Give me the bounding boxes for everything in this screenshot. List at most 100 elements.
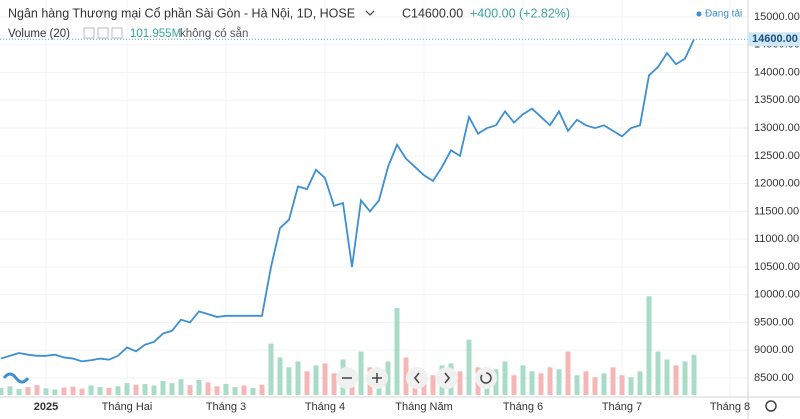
volume-bar: [277, 357, 283, 395]
x-tick-label: 2025: [34, 401, 58, 413]
reset-button[interactable]: [475, 367, 497, 389]
volume-bar: [655, 351, 661, 395]
volume-bar: [466, 339, 472, 395]
volume-bar: [142, 383, 148, 395]
settings-button[interactable]: [765, 400, 777, 412]
icon: [444, 372, 450, 384]
volume-note: không có sẵn: [180, 27, 248, 40]
x-tick-label: Tháng 6: [503, 401, 543, 413]
volume-bar: [187, 385, 193, 395]
volume-bar: [214, 386, 220, 395]
icon[interactable]: [111, 27, 123, 39]
volume-bar: [25, 387, 31, 395]
y-tick-label: 15000.00: [754, 11, 800, 23]
volume-bar: [592, 377, 598, 395]
x-tick-label: Tháng 7: [602, 401, 642, 413]
volume-bar: [70, 386, 76, 395]
y-tick-label: 12500.00: [754, 150, 800, 162]
logo[interactable]: [2, 372, 30, 384]
x-tick-label: Tháng 8: [710, 401, 750, 413]
chart-title: Ngân hàng Thương mại Cổ phần Sài Gòn - H…: [8, 6, 355, 20]
volume-bar: [79, 388, 85, 395]
y-tick-label: 8500.00: [754, 372, 794, 384]
scroll-right-button[interactable]: [436, 367, 458, 389]
y-tick-label: 12000.00: [754, 178, 800, 190]
volume-bar: [394, 308, 400, 395]
volume-bar: [88, 385, 94, 395]
volume-bar: [358, 351, 364, 395]
volume-bar: [322, 363, 328, 395]
volume-bar: [52, 389, 58, 395]
volume-bar: [268, 343, 274, 395]
x-tick-label: Tháng Năm: [395, 401, 452, 413]
y-tick-label: 10500.00: [754, 261, 800, 273]
volume-bar: [529, 371, 535, 395]
volume-bar: [610, 367, 616, 395]
volume-bar: [16, 389, 22, 395]
x-tick-label: Tháng 4: [305, 401, 345, 413]
scroll-left-button[interactable]: [406, 367, 428, 389]
volume-bar: [61, 387, 67, 395]
volume-bar: [196, 379, 202, 395]
volume-bar: [331, 373, 337, 395]
volume-bar: [538, 373, 544, 395]
price-line: [0, 38, 695, 363]
volume-bar: [169, 383, 175, 395]
volume-bar: [502, 361, 508, 395]
x-tick-label: Tháng Hai: [102, 401, 153, 413]
volume-bar: [241, 385, 247, 395]
volume-bar: [178, 379, 184, 395]
y-tick-label: 11500.00: [754, 205, 799, 217]
volume-bar: [223, 383, 229, 395]
volume-bar: [601, 373, 607, 395]
volume-bar: [556, 369, 562, 395]
volume-bar: [160, 381, 166, 395]
volume-bar: [232, 387, 238, 395]
volume-bar: [106, 387, 112, 395]
volume-bar: [151, 385, 157, 395]
close-price: C14600.00: [402, 6, 463, 20]
status-dot: [696, 11, 702, 17]
volume-bar: [97, 387, 103, 395]
volume-bar: [403, 357, 409, 395]
y-tick-label: 9000.00: [754, 344, 794, 356]
icon[interactable]: [97, 27, 109, 39]
icon: [480, 372, 492, 384]
status: Đang tải: [705, 9, 742, 20]
volume-bar: [385, 361, 391, 395]
volume-bar: [583, 371, 589, 395]
price-layer: [0, 38, 748, 363]
volume-title: Volume (20): [8, 28, 70, 40]
dropdown-icon[interactable]: [365, 10, 375, 16]
volume-bar: [304, 371, 310, 395]
axes-layer: 8500.00 9000.00 9500.00 10000.00 10500.00 110…: [34, 11, 800, 413]
volume-bar: [286, 367, 292, 395]
volume-value: 101.955M: [130, 28, 181, 40]
volume-bar: [682, 361, 688, 395]
y-tick-label: 9500.00: [754, 316, 794, 328]
y-tick-label: 14000.00: [754, 66, 800, 78]
volume-bar: [619, 375, 625, 395]
change: +400.00 (+2.82%): [470, 6, 570, 20]
volume-bar: [133, 384, 139, 395]
icon[interactable]: [83, 27, 95, 39]
y-tick-label: 11000.00: [754, 233, 799, 245]
volume-bar: [511, 375, 517, 395]
volume-bar: [430, 375, 436, 395]
volume-bar: [115, 386, 121, 395]
volume-bar: [457, 371, 463, 395]
volume-bar: [124, 383, 130, 395]
volume-bar: [547, 367, 553, 395]
volume-bar: [574, 375, 580, 395]
volume-bar: [664, 359, 670, 395]
y-tick-label: 10000.00: [754, 289, 800, 301]
volume-bar: [673, 365, 679, 395]
volume-bar: [313, 365, 319, 395]
grid-layer: [0, 0, 748, 397]
price-tag: [748, 32, 800, 47]
volume-bar: [7, 386, 13, 395]
volume-bar: [565, 351, 571, 395]
icon: [372, 373, 382, 383]
